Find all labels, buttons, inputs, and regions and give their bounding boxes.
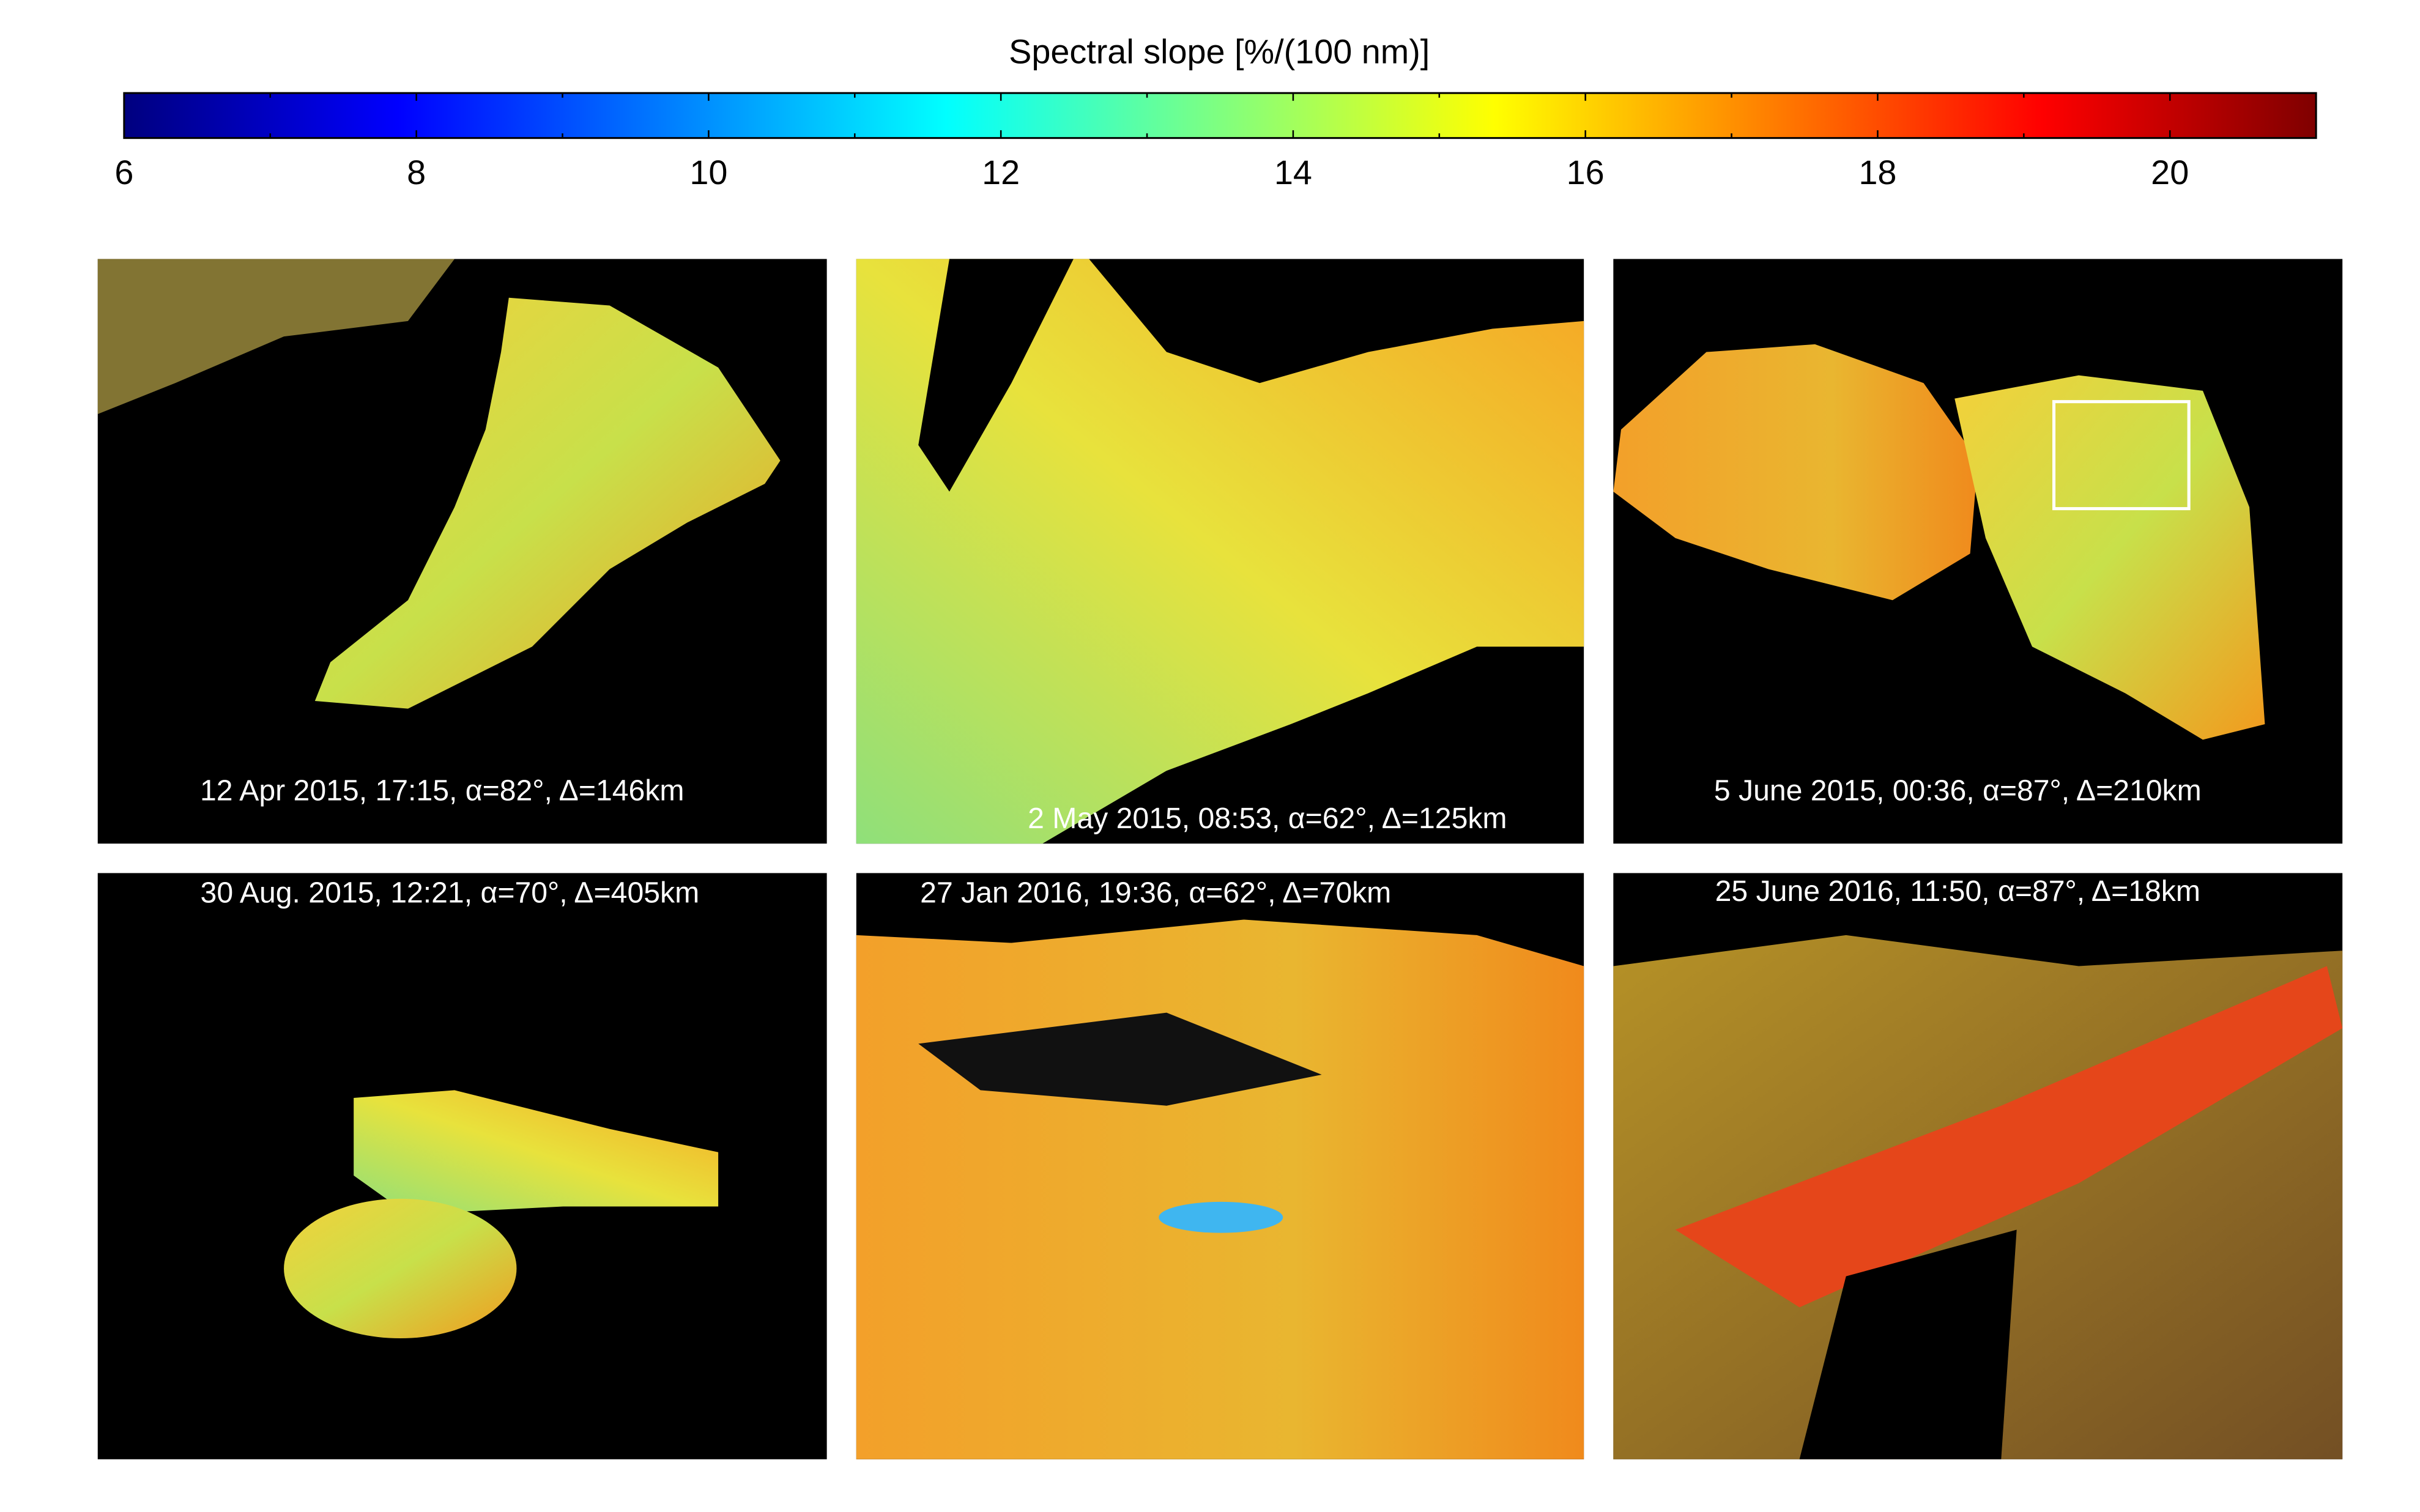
colorbar-tick-label: 18: [1858, 154, 1896, 191]
panel-caption: 30 Aug. 2015, 12:21, α=70°, Δ=405km: [201, 876, 700, 910]
colorbar-tick-label: 20: [2151, 154, 2189, 191]
colorbar: [123, 92, 2317, 139]
panel-caption: 2 May 2015, 08:53, α=62°, Δ=125km: [1028, 802, 1507, 835]
panel-3-image: [1613, 259, 2343, 844]
panel-6-image: [1613, 873, 2343, 1459]
panel-caption: 5 June 2015, 00:36, α=87°, Δ=210km: [1714, 774, 2202, 807]
colorbar-tick-label: 6: [114, 154, 133, 191]
colorbar-tick-label: 12: [982, 154, 1020, 191]
colorbar-tick-label: 16: [1567, 154, 1605, 191]
panel-2-image: [856, 259, 1584, 844]
panel-caption: 25 June 2016, 11:50, α=87°, Δ=18km: [1715, 875, 2200, 908]
colorbar-tick-label: 10: [689, 154, 727, 191]
colorbar-tick-label: 8: [407, 154, 426, 191]
panel-1-image: [97, 259, 827, 844]
colorbar-label: Spectral slope [%/(100 nm)]: [1009, 32, 1430, 70]
panel-5-image: [856, 873, 1584, 1459]
panel-caption: 12 Apr 2015, 17:15, α=82°, Δ=146km: [200, 774, 685, 807]
panel-4-image: [97, 873, 827, 1459]
colorbar-tick-label: 14: [1274, 154, 1312, 191]
panel-caption: 27 Jan 2016, 19:36, α=62°, Δ=70km: [920, 876, 1391, 910]
